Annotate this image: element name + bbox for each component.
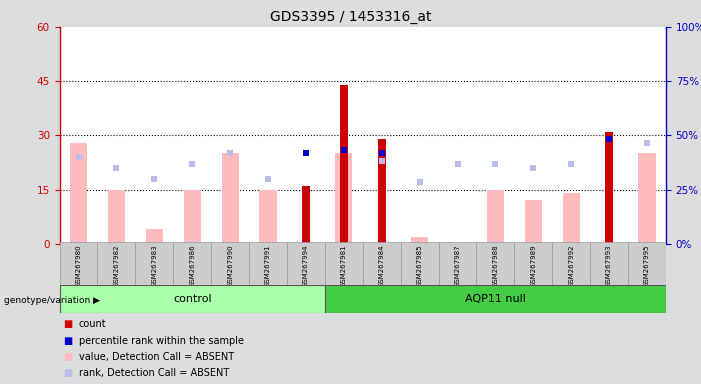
- Text: ■: ■: [63, 352, 72, 362]
- Text: GSM267984: GSM267984: [379, 244, 385, 286]
- Text: GSM267983: GSM267983: [151, 244, 157, 287]
- Bar: [552, 242, 590, 286]
- Bar: [487, 190, 504, 244]
- Bar: [222, 154, 238, 244]
- Bar: [515, 242, 552, 286]
- Bar: [146, 229, 163, 244]
- Text: GSM267987: GSM267987: [454, 244, 461, 287]
- Bar: [590, 242, 628, 286]
- Bar: [605, 132, 613, 244]
- Text: GDS3395 / 1453316_at: GDS3395 / 1453316_at: [270, 10, 431, 23]
- Text: GSM267992: GSM267992: [569, 244, 574, 286]
- Bar: [325, 242, 363, 286]
- Text: percentile rank within the sample: percentile rank within the sample: [79, 336, 243, 346]
- Text: ■: ■: [63, 319, 72, 329]
- Bar: [249, 242, 287, 286]
- Bar: [563, 193, 580, 244]
- Text: GSM267990: GSM267990: [227, 244, 233, 287]
- Text: genotype/variation ▶: genotype/variation ▶: [4, 296, 100, 305]
- Text: ■: ■: [63, 336, 72, 346]
- Bar: [477, 242, 515, 286]
- Bar: [325, 285, 666, 313]
- Bar: [70, 142, 87, 244]
- Bar: [108, 190, 125, 244]
- Bar: [628, 242, 666, 286]
- Text: count: count: [79, 319, 106, 329]
- Bar: [60, 242, 97, 286]
- Text: value, Detection Call = ABSENT: value, Detection Call = ABSENT: [79, 352, 233, 362]
- Text: GSM267994: GSM267994: [303, 244, 309, 286]
- Bar: [401, 242, 439, 286]
- Text: ■: ■: [63, 368, 72, 378]
- Bar: [639, 154, 655, 244]
- Bar: [184, 190, 200, 244]
- Bar: [97, 242, 135, 286]
- Text: GSM267995: GSM267995: [644, 244, 650, 286]
- Text: GSM267989: GSM267989: [531, 244, 536, 287]
- Text: GSM267986: GSM267986: [189, 244, 195, 287]
- Text: control: control: [173, 294, 212, 304]
- Text: GSM267980: GSM267980: [76, 244, 81, 287]
- Bar: [525, 200, 542, 244]
- Bar: [301, 186, 310, 244]
- Bar: [211, 242, 249, 286]
- Bar: [335, 154, 353, 244]
- Bar: [363, 242, 401, 286]
- Bar: [259, 190, 277, 244]
- Bar: [411, 237, 428, 244]
- Bar: [378, 139, 386, 244]
- Text: GSM267985: GSM267985: [416, 244, 423, 286]
- Text: GSM267982: GSM267982: [114, 244, 119, 286]
- Text: AQP11 null: AQP11 null: [465, 294, 526, 304]
- Bar: [135, 242, 173, 286]
- Text: GSM267988: GSM267988: [492, 244, 498, 287]
- Bar: [439, 242, 477, 286]
- Text: GSM267981: GSM267981: [341, 244, 347, 287]
- Bar: [287, 242, 325, 286]
- Bar: [340, 85, 348, 244]
- Bar: [173, 242, 211, 286]
- Text: GSM267991: GSM267991: [265, 244, 271, 287]
- Text: GSM267993: GSM267993: [606, 244, 612, 287]
- Bar: [60, 285, 325, 313]
- Text: rank, Detection Call = ABSENT: rank, Detection Call = ABSENT: [79, 368, 229, 378]
